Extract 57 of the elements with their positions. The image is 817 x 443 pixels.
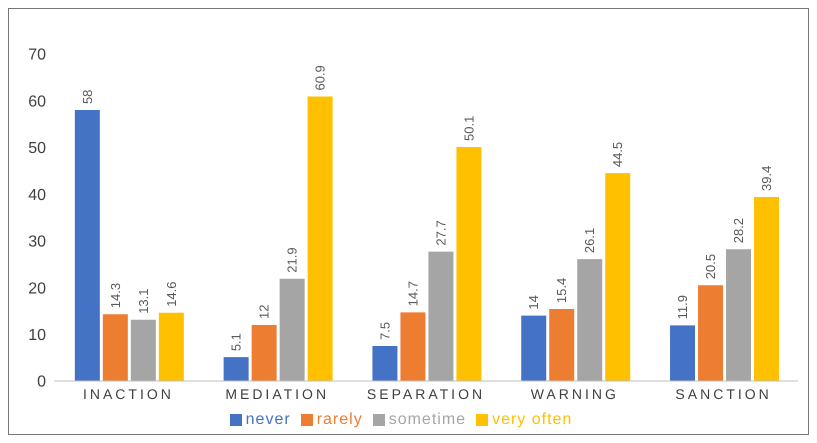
y-tick-label: 30 bbox=[28, 234, 46, 251]
data-label: 11.9 bbox=[675, 295, 690, 320]
data-label: 50.1 bbox=[461, 116, 476, 141]
bar bbox=[224, 357, 249, 381]
bar bbox=[521, 316, 546, 381]
bar bbox=[130, 320, 156, 381]
bar bbox=[549, 309, 574, 381]
y-tick-label: 60 bbox=[28, 93, 46, 110]
data-label: 14.6 bbox=[164, 281, 179, 307]
y-tick-label: 0 bbox=[37, 374, 46, 391]
legend-label: sometime bbox=[388, 411, 466, 428]
legend-label: very often bbox=[492, 411, 572, 428]
y-tick-label: 70 bbox=[28, 46, 46, 64]
legend-label: never bbox=[246, 411, 291, 428]
x-tick-label: WARNING bbox=[530, 386, 619, 402]
bar bbox=[428, 252, 454, 381]
y-tick-label: 40 bbox=[28, 186, 46, 204]
bar bbox=[754, 196, 780, 381]
data-label: 14.7 bbox=[405, 281, 420, 306]
bar bbox=[577, 259, 602, 381]
legend-label: rarely bbox=[316, 411, 363, 428]
data-label: 21.9 bbox=[284, 247, 300, 273]
data-label: 27.7 bbox=[433, 220, 448, 246]
bar bbox=[670, 325, 696, 381]
data-label: 13.1 bbox=[136, 288, 151, 314]
bar bbox=[605, 173, 630, 381]
bar bbox=[74, 110, 100, 381]
bar bbox=[456, 146, 482, 381]
bar bbox=[308, 96, 333, 381]
data-label: 20.5 bbox=[703, 254, 718, 280]
data-label: 28.2 bbox=[731, 218, 746, 244]
x-tick-label: INACTION bbox=[82, 386, 174, 402]
y-tick-label: 20 bbox=[28, 280, 46, 298]
bar bbox=[280, 278, 305, 381]
bar bbox=[252, 324, 277, 381]
x-tick-label: SANCTION bbox=[675, 386, 772, 402]
bar bbox=[158, 312, 184, 381]
data-label: 58 bbox=[80, 90, 95, 104]
x-tick-label: MEDIATION bbox=[225, 386, 330, 402]
data-label: 60.9 bbox=[312, 65, 328, 91]
y-tick-label: 10 bbox=[28, 326, 46, 344]
y-tick-label: 50 bbox=[28, 140, 46, 158]
bar bbox=[726, 249, 752, 381]
data-label: 15.4 bbox=[554, 278, 570, 304]
bar bbox=[372, 346, 398, 381]
data-label: 14.3 bbox=[108, 282, 123, 308]
data-label: 5.1 bbox=[228, 333, 244, 352]
data-label: 26.1 bbox=[582, 228, 598, 254]
x-tick-label: SEPARATION bbox=[366, 386, 486, 402]
bar bbox=[400, 312, 426, 381]
bar bbox=[102, 314, 128, 381]
data-label: 7.5 bbox=[377, 322, 392, 340]
bar bbox=[698, 285, 724, 381]
data-label: 12 bbox=[256, 304, 272, 319]
data-label: 39.4 bbox=[759, 166, 774, 191]
data-label: 44.5 bbox=[610, 142, 626, 168]
data-label: 14 bbox=[526, 295, 542, 310]
